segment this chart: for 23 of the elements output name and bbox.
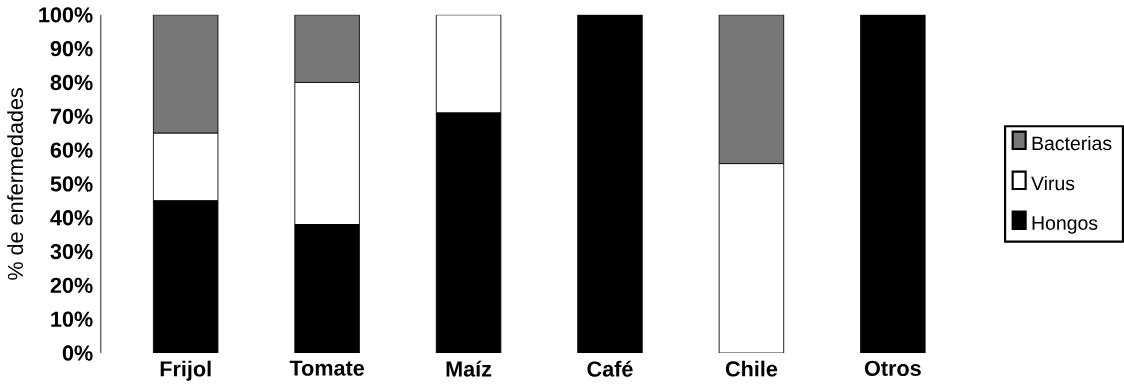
- y-tick-label: 0%: [62, 345, 93, 361]
- bar: [577, 14, 643, 354]
- x-tick-label: Otros: [864, 360, 921, 376]
- y-axis-title: % de enfermedades: [7, 88, 24, 280]
- x-tick-label: Frijol: [160, 360, 211, 381]
- y-tick-label: 100%: [39, 7, 93, 23]
- y-tick-label: 60%: [50, 142, 93, 158]
- y-tick-label: 70%: [50, 108, 93, 124]
- y-tick-label: 50%: [50, 176, 93, 192]
- x-tick-label: Chile: [725, 360, 778, 377]
- y-tick-label: 80%: [50, 74, 93, 91]
- y-tick-label: 30%: [50, 243, 93, 260]
- bar: [860, 14, 926, 354]
- y-tick-label: 40%: [50, 210, 93, 226]
- x-tick-label: Café: [587, 360, 633, 377]
- y-tick-label: 10%: [51, 311, 93, 327]
- legend-label: Hongos: [1032, 216, 1098, 234]
- legend-label: Virus: [1031, 175, 1075, 191]
- y-tick-label: 20%: [50, 277, 93, 294]
- legend-label: Bacterias: [1032, 135, 1112, 151]
- y-tick-label: 90%: [50, 41, 93, 57]
- x-tick-label: Maíz: [446, 360, 492, 377]
- x-tick-label: Tomate: [289, 360, 365, 376]
